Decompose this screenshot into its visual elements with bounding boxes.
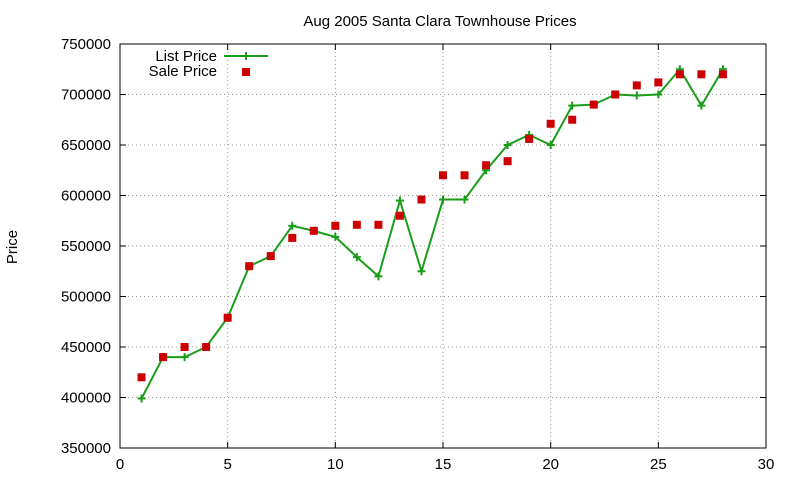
legend: List Price Sale Price <box>149 48 268 80</box>
data-point <box>417 267 426 276</box>
grid <box>120 44 766 448</box>
data-point <box>159 353 168 362</box>
y-tick-label: 550000 <box>61 238 111 255</box>
data-point <box>654 78 663 87</box>
data-point <box>632 91 641 100</box>
x-tick-label: 25 <box>650 456 667 473</box>
data-point <box>374 220 383 229</box>
x-tick-label: 15 <box>435 456 452 473</box>
y-axis-label: Price <box>4 230 21 264</box>
data-point <box>439 195 447 204</box>
data-point <box>137 373 146 382</box>
data-point <box>395 196 404 205</box>
data-point <box>589 100 598 109</box>
y-tick-label: 600000 <box>61 188 111 205</box>
data-point <box>525 134 534 143</box>
data-point <box>374 272 383 281</box>
chart-title: Aug 2005 Santa Clara Townhouse Prices <box>303 13 576 30</box>
data-point <box>266 252 275 261</box>
legend-marker-list-price <box>242 52 250 60</box>
data-point <box>288 233 297 242</box>
data-point <box>180 353 189 362</box>
y-tick-label: 700000 <box>61 87 111 104</box>
series-list-price <box>137 65 727 403</box>
legend-marker-sale-price <box>242 68 250 76</box>
data-point <box>288 221 297 230</box>
plot-frame <box>119 43 767 449</box>
y-tick-label: 500000 <box>61 289 111 306</box>
data-point <box>546 119 555 128</box>
data-point <box>503 157 512 166</box>
legend-label-sale-price: Sale Price <box>149 63 217 80</box>
y-tick-label: 750000 <box>61 36 111 53</box>
data-point <box>180 343 189 351</box>
y-tick-label: 450000 <box>61 339 111 356</box>
data-point <box>331 221 340 230</box>
y-tick-label: 350000 <box>61 440 111 457</box>
data-point <box>718 70 727 79</box>
data-point <box>245 262 254 271</box>
x-tick-label: 5 <box>223 456 231 473</box>
data-point <box>675 70 684 79</box>
data-point <box>439 171 447 180</box>
y-tick-label: 650000 <box>61 137 111 154</box>
data-point <box>568 115 577 124</box>
series-line <box>140 68 724 399</box>
data-point <box>697 101 706 110</box>
x-tick-label: 0 <box>116 456 124 473</box>
data-point <box>417 195 426 204</box>
x-tick-label: 10 <box>327 456 344 473</box>
data-point <box>503 141 512 149</box>
legend-plus-marker <box>242 52 250 60</box>
series-layer <box>137 65 727 403</box>
data-point <box>137 394 146 403</box>
data-point <box>611 90 620 99</box>
legend-square-marker <box>242 68 250 76</box>
data-point <box>568 101 577 110</box>
data-point <box>632 81 641 90</box>
series-sale-price <box>137 70 727 382</box>
data-point <box>460 195 469 204</box>
x-tick-label: 30 <box>758 456 775 473</box>
data-point <box>395 211 404 220</box>
data-point <box>482 161 491 170</box>
y-tick-label: 400000 <box>61 390 111 407</box>
data-point <box>546 141 555 149</box>
legend-label-list-price: List Price <box>155 48 217 65</box>
data-point <box>331 232 340 241</box>
data-point <box>460 171 469 180</box>
data-point <box>654 90 663 99</box>
data-point <box>202 343 211 351</box>
data-point <box>352 253 361 262</box>
axis-ticks: 0 5 10 15 20 25 30 350000 400000 450000 500000 5500… <box>61 36 774 473</box>
data-point <box>352 220 361 229</box>
data-point <box>223 313 232 322</box>
data-point <box>697 70 706 79</box>
data-point <box>309 226 318 235</box>
x-tick-label: 20 <box>542 456 559 473</box>
